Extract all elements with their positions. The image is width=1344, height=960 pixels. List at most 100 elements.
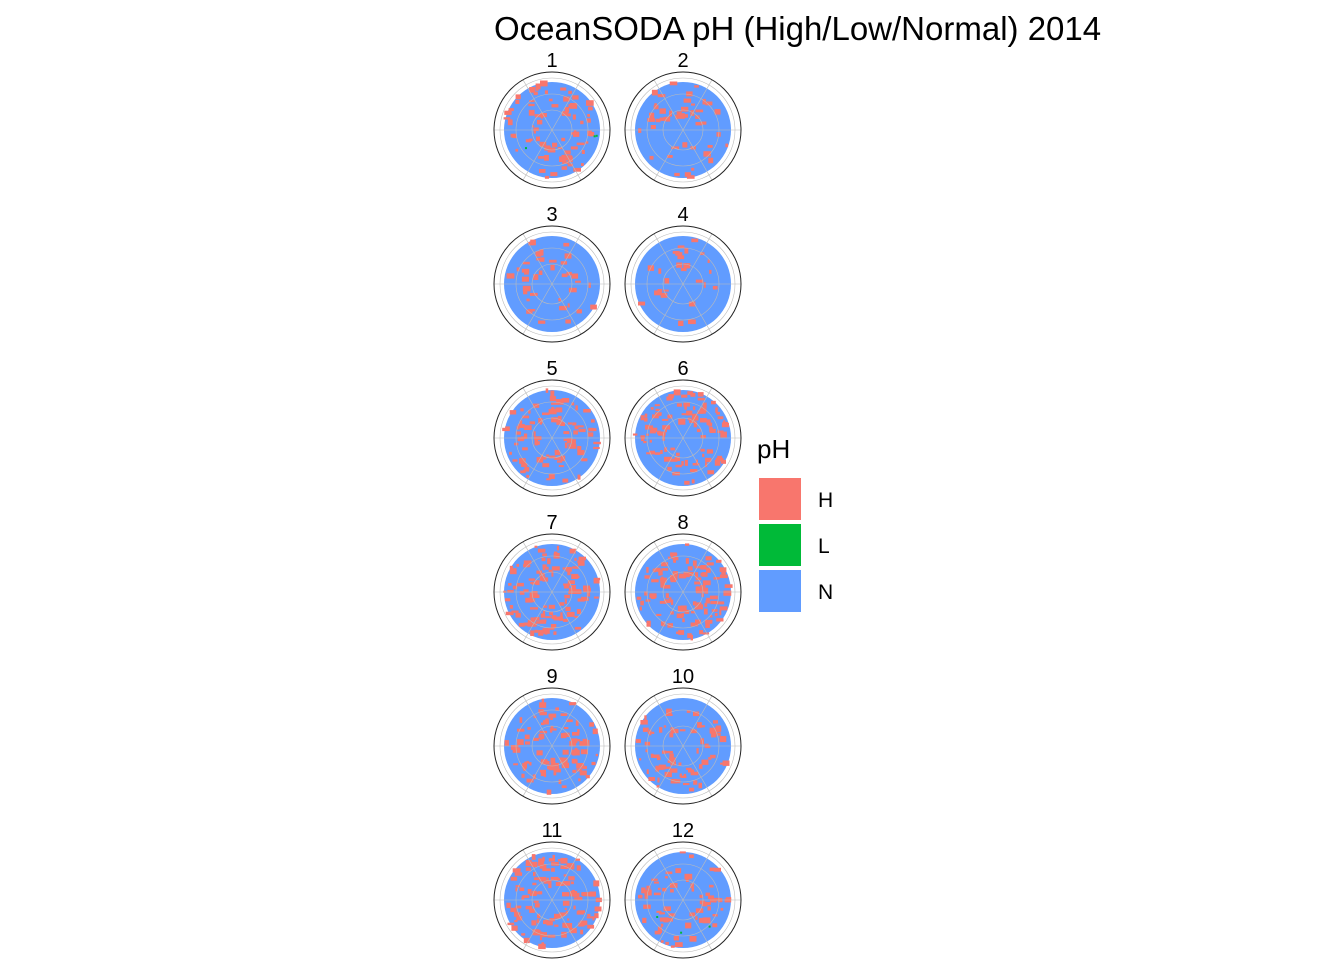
ph-cell-high — [709, 884, 714, 888]
ph-cell-high — [657, 289, 663, 293]
ph-cell-high — [592, 728, 598, 735]
ph-cell-high — [683, 773, 687, 777]
ph-cell-high — [679, 729, 686, 732]
ph-cell-high — [707, 906, 711, 911]
ph-cell-high — [560, 865, 568, 869]
ph-cell-high — [537, 251, 544, 256]
ph-cell-high — [582, 765, 587, 770]
ph-cell-high — [582, 892, 591, 897]
facet-panel-3: 3 — [493, 204, 611, 343]
graticule-meridian — [653, 591, 684, 643]
ph-cell-high — [705, 462, 708, 468]
facet-panel-10: 10 — [624, 666, 742, 805]
ph-cell-high — [593, 577, 601, 581]
ph-cell-high — [695, 604, 704, 610]
ph-cell-high — [709, 269, 712, 274]
ph-cell-high — [540, 80, 548, 87]
ph-cell-high — [577, 560, 585, 566]
ph-cell-high — [510, 133, 515, 138]
ph-cell-high — [656, 910, 662, 913]
ph-cell-high — [555, 407, 563, 413]
ph-cell-high — [551, 566, 560, 571]
ph-cell-high — [581, 458, 588, 462]
ph-cell-high — [561, 762, 570, 769]
ph-cell-high — [558, 912, 567, 916]
ph-cell-high — [710, 595, 718, 600]
ph-cell-high — [569, 864, 575, 870]
ph-cell-high — [570, 881, 574, 885]
ph-cell-high — [533, 91, 538, 96]
ph-cell-high — [504, 110, 512, 115]
graticule-meridian — [682, 745, 713, 797]
ph-cell-high — [587, 432, 594, 437]
ph-cell-high — [553, 769, 557, 776]
ph-cell-high — [639, 758, 642, 761]
ph-cell-high — [576, 768, 583, 772]
ph-cell-high — [663, 906, 671, 911]
ph-cell-high — [659, 917, 666, 922]
ph-cell-high — [671, 146, 680, 150]
ph-cell-high — [685, 558, 689, 564]
ph-cell-high — [690, 883, 694, 889]
ph-cell-high — [705, 101, 713, 106]
ph-cell-high — [574, 557, 577, 561]
ph-cell-high — [695, 908, 704, 913]
ph-cell-high — [540, 722, 545, 726]
map-border — [493, 225, 611, 343]
ph-cell-high — [572, 422, 577, 426]
ph-cell-high — [526, 474, 529, 478]
ph-cell-high — [527, 620, 532, 625]
ph-cell-high — [548, 882, 552, 889]
ph-cell-high — [512, 585, 518, 590]
ph-cell-high — [650, 125, 656, 129]
ph-cell-high — [682, 143, 685, 147]
ph-cell-high — [571, 758, 577, 764]
ph-cell-high — [645, 424, 650, 430]
map-border — [493, 841, 611, 959]
ph-cell-high — [571, 273, 579, 279]
ph-cell-high — [548, 764, 556, 771]
ph-cell-high — [554, 450, 561, 456]
ph-cell-high — [555, 881, 564, 886]
ph-cell-high — [567, 303, 570, 308]
ph-cell-high — [657, 777, 660, 783]
ph-cell-high — [546, 566, 549, 570]
facet-label: 9 — [546, 666, 557, 688]
ph-cell-high — [715, 897, 720, 901]
ph-cell-high — [514, 911, 519, 917]
graticule-meridian — [551, 899, 582, 951]
ph-cell-high — [550, 172, 558, 177]
ph-cell-high — [680, 775, 687, 778]
ph-cell-high — [526, 760, 529, 764]
ph-cell-high — [517, 424, 525, 428]
ph-cell-high — [660, 621, 666, 626]
ph-cell-high — [515, 99, 520, 104]
ph-cell-high — [570, 132, 577, 135]
ph-cell-high — [561, 785, 567, 788]
ph-cell-high — [692, 601, 697, 606]
ph-cell-high — [640, 415, 645, 421]
ph-cell-high — [693, 421, 698, 428]
ph-cell-high — [558, 779, 562, 784]
ph-cell-high — [560, 612, 563, 619]
ph-cell-high — [683, 783, 690, 786]
ph-cell-high — [576, 865, 581, 871]
ph-cell-high — [654, 452, 661, 455]
ph-cell-high — [686, 767, 692, 770]
ph-cell-high — [721, 571, 726, 575]
ph-cell-high — [556, 399, 564, 403]
ph-cell-high — [587, 130, 592, 136]
graticule-meridian — [682, 899, 713, 951]
ph-cell-high — [639, 606, 642, 611]
ph-cell-high — [515, 905, 522, 909]
ph-cell-high — [685, 543, 690, 546]
ph-cell-high — [723, 423, 729, 426]
ph-cell-high — [687, 633, 692, 639]
ph-cell-high — [568, 590, 575, 594]
ph-cell-high — [706, 419, 711, 426]
ph-cell-high — [641, 436, 645, 442]
ph-cell-high — [708, 157, 714, 164]
ph-cell-high — [539, 257, 545, 262]
ph-cell-high — [559, 305, 567, 311]
ph-cell-high — [543, 605, 548, 608]
